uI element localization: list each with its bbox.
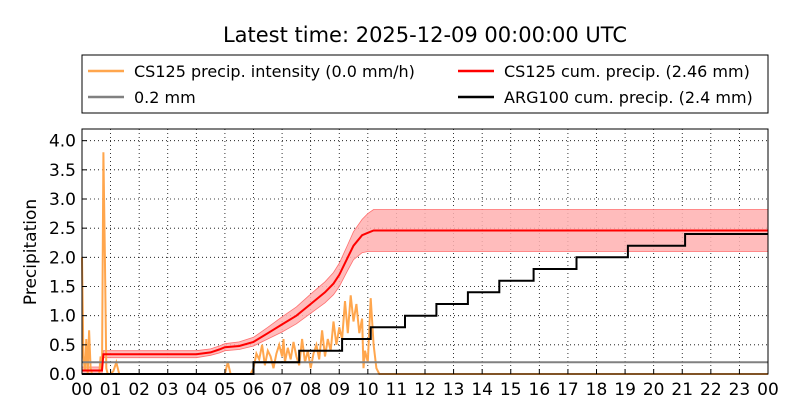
x-tick-label: 06: [243, 380, 265, 400]
x-tick-label: 01: [100, 380, 122, 400]
x-tick-label: 10: [357, 380, 379, 400]
legend-box: [81, 54, 769, 114]
cs125-band-lower-edge: [82, 251, 768, 375]
x-tick-label: 22: [700, 380, 722, 400]
legend: CS125 precip. intensity (0.0 mm/h) CS125 …: [81, 54, 769, 114]
x-tick-label: 16: [529, 380, 551, 400]
x-tick-label: 17: [557, 380, 579, 400]
cs125-band-upper-edge: [82, 209, 768, 368]
x-tick-label: 19: [614, 380, 636, 400]
x-tick-label: 13: [443, 380, 465, 400]
grid: [82, 129, 768, 374]
y-tick-label: 0.0: [49, 365, 76, 385]
ticks: 00 01 02 03 04 05 06 07 08 09 10 11 12 13 14 15 16 17 18 19…: [49, 132, 779, 400]
x-tick-label: 15: [500, 380, 522, 400]
y-tick-label: 2.5: [49, 219, 76, 239]
y-tick-label: 3.5: [49, 161, 76, 181]
x-tick-label: 18: [586, 380, 608, 400]
uncertainty-band-layer: [82, 209, 768, 375]
y-tick-label: 0.5: [49, 336, 76, 356]
x-tick-label: 04: [186, 380, 208, 400]
y-tick-label: 1.0: [49, 307, 76, 327]
x-tick-label: 00: [71, 380, 93, 400]
x-tick-label: 09: [328, 380, 350, 400]
legend-entry-arg100-cumulative-label: ARG100 cum. precip. (2.4 mm): [504, 88, 753, 107]
y-axis-label: Precipitation: [21, 199, 41, 305]
x-tick-label: 14: [471, 380, 493, 400]
x-tick-label: 07: [271, 380, 293, 400]
y-tick-label: 4.0: [49, 132, 76, 152]
legend-entry-cs125-cumulative-label: CS125 cum. precip. (2.46 mm): [504, 62, 750, 81]
x-tick-label: 05: [214, 380, 236, 400]
x-tick-label: 23: [729, 380, 751, 400]
series-layer: [81, 152, 768, 375]
legend-entry-threshold-label: 0.2 mm: [134, 88, 196, 107]
y-tick-label: 1.5: [49, 278, 76, 298]
chart-title: Latest time: 2025-12-09 00:00:00 UTC: [223, 23, 627, 47]
x-tick-label: 11: [386, 380, 408, 400]
plot-area: 00 01 02 03 04 05 06 07 08 09 10 11 12 13 14 15 16 17 18 19…: [49, 128, 779, 400]
y-tick-label: 3.0: [49, 190, 76, 210]
x-tick-label: 12: [414, 380, 436, 400]
y-tick-label: 2.0: [49, 248, 76, 268]
cs125-cumulative-line: [82, 229, 768, 372]
x-tick-label: 00: [757, 380, 779, 400]
x-tick-label: 21: [671, 380, 693, 400]
cs125-uncertainty-band: [82, 209, 768, 374]
x-tick-label: 08: [300, 380, 322, 400]
legend-entry-cs125-intensity-label: CS125 precip. intensity (0.0 mm/h): [134, 62, 415, 81]
x-tick-label: 20: [643, 380, 665, 400]
arg100-cumulative-line: [82, 233, 768, 375]
x-tick-label: 03: [157, 380, 179, 400]
x-tick-label: 02: [128, 380, 150, 400]
